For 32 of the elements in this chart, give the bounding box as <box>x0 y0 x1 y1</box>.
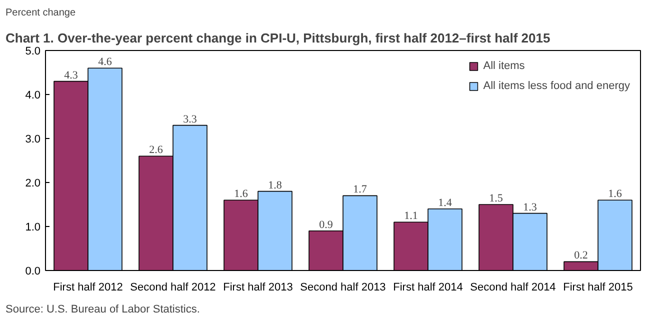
data-label: 0.9 <box>319 218 334 231</box>
data-label: 3.3 <box>183 113 198 126</box>
legend-label: All items less food and energy <box>483 80 630 92</box>
x-tick-label: First half 2013 <box>223 282 293 294</box>
y-tick-label: 5.0 <box>25 46 41 58</box>
data-label: 1.7 <box>353 184 368 196</box>
y-tick-label: 4.0 <box>25 90 41 102</box>
y-tick-label: 0.0 <box>25 266 41 278</box>
x-tick-label: Second half 2013 <box>300 282 386 294</box>
x-tick-label: Second half 2014 <box>470 282 556 294</box>
y-tick-label: 3.0 <box>25 134 41 146</box>
data-label: 4.3 <box>64 69 78 82</box>
data-label: 4.6 <box>98 56 112 68</box>
data-label: 1.8 <box>268 179 282 192</box>
source-note: Source: U.S. Bureau of Labor Statistics. <box>6 304 200 316</box>
data-label: 1.1 <box>404 210 418 222</box>
data-label: 2.6 <box>149 144 164 156</box>
y-tick-label: 2.0 <box>25 178 41 190</box>
y-axis-title: Percent change <box>6 8 76 18</box>
x-tick-label: First half 2015 <box>563 282 633 294</box>
data-label: 0.2 <box>574 250 588 262</box>
legend-label: All items <box>483 60 525 72</box>
chart-title: Chart 1. Over-the-year percent change in CPI-U, Pittsburgh, first half 2012–first half 2015 <box>6 30 550 46</box>
data-label: 1.5 <box>489 192 504 204</box>
data-label: 1.4 <box>438 196 452 209</box>
data-label: 1.6 <box>234 188 248 200</box>
x-tick-label: First half 2012 <box>53 282 123 294</box>
x-tick-label: Second half 2012 <box>130 282 216 294</box>
data-label: 1.3 <box>523 201 538 214</box>
y-tick-label: 1.0 <box>25 222 41 234</box>
x-tick-label: First half 2014 <box>393 282 463 294</box>
data-label: 1.6 <box>608 188 622 200</box>
